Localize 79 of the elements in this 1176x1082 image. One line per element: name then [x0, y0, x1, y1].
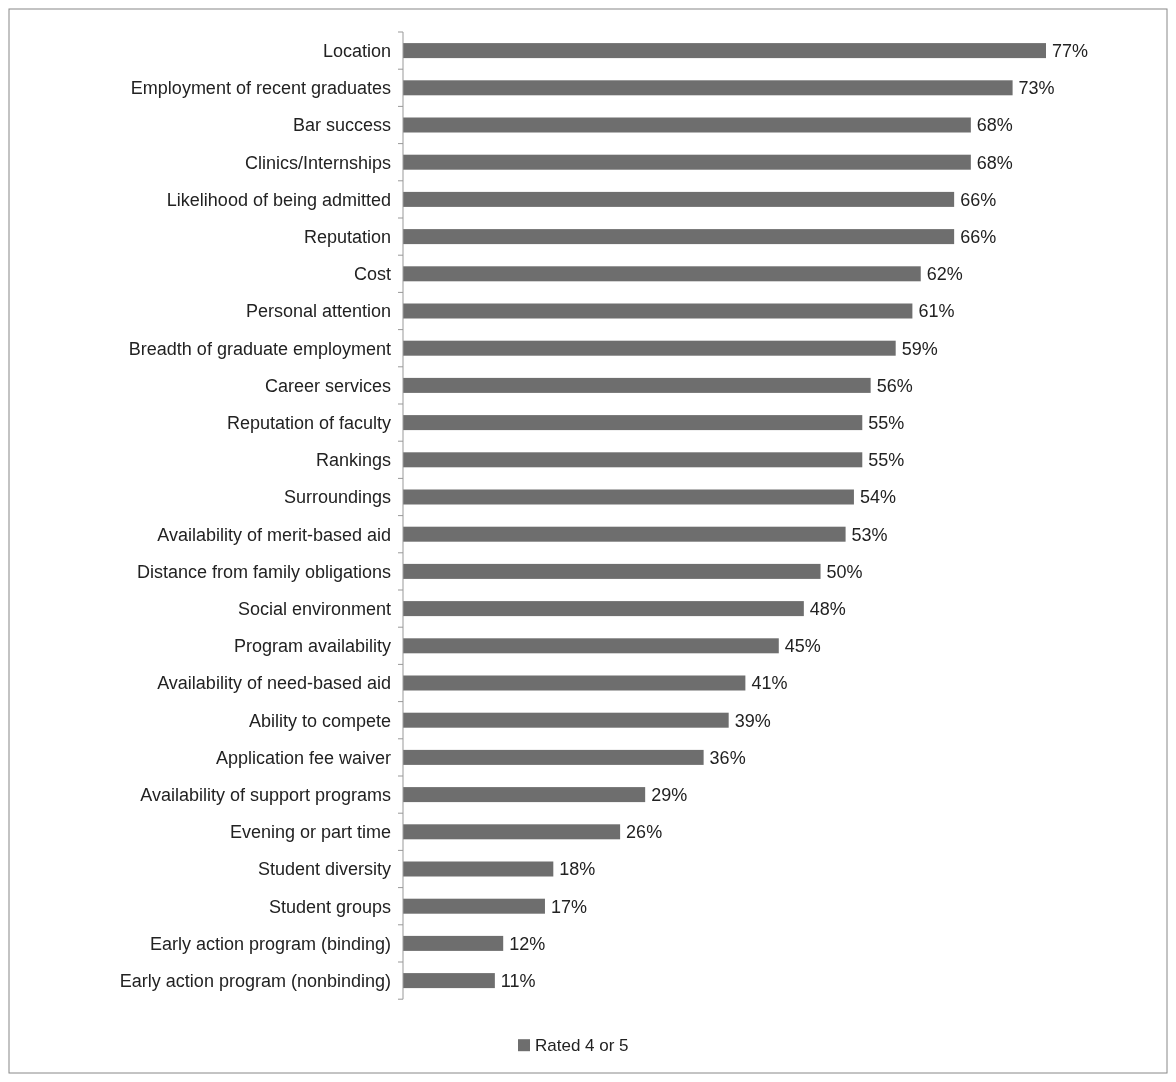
data-label: 61%: [918, 301, 955, 322]
bar: [403, 117, 971, 133]
data-label: 17%: [550, 896, 587, 917]
y-tick-label: Likelihood of being admitted: [166, 189, 391, 210]
bar: [403, 303, 913, 319]
bar: [403, 749, 704, 765]
bar: [403, 787, 646, 803]
bar: [403, 266, 921, 282]
data-label: 26%: [626, 822, 663, 843]
y-tick-label: Distance from family obligations: [136, 561, 391, 582]
data-label: 12%: [509, 933, 546, 954]
y-tick-label: Reputation of faculty: [226, 412, 391, 433]
bar: [403, 80, 1013, 96]
bar: [403, 415, 863, 431]
data-label: 55%: [868, 412, 905, 433]
data-label: 45%: [784, 636, 821, 657]
data-label: 50%: [826, 561, 863, 582]
data-label: 66%: [960, 226, 997, 247]
y-tick-label: Program availability: [233, 636, 391, 657]
y-tick-label: Career services: [264, 375, 391, 396]
y-tick-label: Social environment: [237, 598, 391, 619]
y-tick-label: Ability to compete: [248, 710, 391, 731]
data-label: 77%: [1052, 40, 1089, 61]
bar: [403, 229, 955, 245]
data-label: 41%: [751, 673, 788, 694]
y-tick-label: Availability of support programs: [140, 784, 391, 805]
bar: [403, 377, 871, 393]
y-tick-label: Reputation: [303, 226, 391, 247]
y-tick-label: Availability of need-based aid: [157, 673, 391, 694]
bar: [403, 340, 896, 356]
y-tick-label: Employment of recent graduates: [130, 78, 391, 99]
y-tick-label: Clinics/Internships: [244, 152, 391, 173]
bar: [403, 191, 955, 207]
y-tick-label: Rankings: [315, 450, 391, 471]
y-tick-label: Breadth of graduate employment: [128, 338, 391, 359]
bar: [403, 526, 846, 542]
legend-label: Rated 4 or 5: [535, 1036, 629, 1056]
bar: [403, 973, 495, 989]
y-tick-label: Location: [322, 40, 391, 61]
data-label: 39%: [734, 710, 771, 731]
y-tick-label: Bar success: [292, 115, 391, 136]
data-label: 73%: [1018, 78, 1055, 99]
y-tick-label: Surroundings: [283, 487, 391, 508]
y-tick-label: Application fee waiver: [215, 747, 391, 768]
bar: [403, 154, 971, 170]
y-tick-label: Personal attention: [245, 301, 391, 322]
data-label: 56%: [876, 375, 913, 396]
bar: [403, 898, 545, 914]
data-label: 59%: [901, 338, 938, 359]
data-label: 36%: [709, 747, 746, 768]
bar: [403, 861, 554, 877]
bar: [403, 563, 821, 579]
y-tick-label: Availability of merit-based aid: [157, 524, 391, 545]
data-label: 18%: [559, 859, 596, 880]
bar: [403, 601, 804, 617]
data-label: 29%: [651, 784, 688, 805]
bar: [403, 824, 621, 840]
bar: [403, 43, 1046, 59]
y-tick-label: Early action program (binding): [149, 933, 391, 954]
bar: [403, 638, 779, 654]
y-tick-label: Student diversity: [257, 859, 391, 880]
y-tick-label: Early action program (nonbinding): [119, 970, 391, 991]
data-label: 11%: [500, 970, 536, 991]
bar: [403, 675, 746, 691]
bar: [403, 489, 854, 505]
data-label: 62%: [926, 264, 963, 285]
data-label: 53%: [851, 524, 888, 545]
data-label: 54%: [859, 487, 896, 508]
data-label: 66%: [960, 189, 997, 210]
data-label: 68%: [976, 152, 1013, 173]
bar: [403, 935, 504, 951]
data-label: 68%: [976, 115, 1013, 136]
y-tick-label: Evening or part time: [229, 822, 391, 843]
bar: [403, 452, 863, 468]
bar: [403, 712, 729, 728]
data-label: 55%: [868, 450, 905, 471]
y-tick-label: Student groups: [268, 896, 391, 917]
data-label: 48%: [809, 598, 846, 619]
y-tick-label: Cost: [353, 264, 391, 285]
